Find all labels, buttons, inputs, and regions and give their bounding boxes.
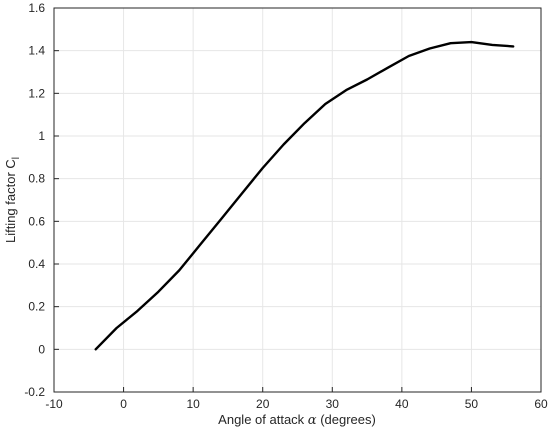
series-line: [94, 40, 515, 351]
y-tick-label: 1: [38, 129, 45, 143]
x-axis-label-symbol: α: [308, 413, 317, 428]
y-tick-label: 0.4: [28, 257, 45, 271]
tick-marks: [53, 7, 542, 393]
x-tick-label: 50: [465, 397, 479, 411]
x-tick-label: 40: [395, 397, 409, 411]
x-tick-labels: -10 0 10 20 30 40 50 60: [45, 397, 548, 411]
y-tick-label: -0.2: [24, 385, 45, 399]
series-layer: [94, 40, 515, 351]
x-axis-label-suffix: (degrees): [317, 412, 376, 427]
y-tick-label: 1.6: [28, 1, 45, 15]
x-axis-label: Angle of attack α (degrees): [218, 412, 376, 428]
y-tick-label: 1.4: [28, 44, 45, 58]
plot-frame: [53, 7, 542, 393]
y-axis-label: Lifting factor Cl: [3, 157, 22, 243]
y-tick-label: 1.2: [28, 86, 45, 100]
x-tick-label: 30: [326, 397, 340, 411]
grid: [53, 7, 542, 393]
y-axis-label-text: Lifting factor C: [3, 159, 18, 243]
x-tick-label: 10: [186, 397, 200, 411]
y-tick-label: 0.2: [28, 300, 45, 314]
x-tick-label: 20: [256, 397, 270, 411]
y-tick-labels: -0.2 0 0.2 0.4 0.6 0.8 1 1.2 1.4 1.6: [24, 1, 45, 399]
x-tick-label: 60: [534, 397, 548, 411]
x-tick-label: 0: [120, 397, 127, 411]
x-axis-label-prefix: Angle of attack: [218, 412, 308, 427]
y-tick-label: 0.6: [28, 214, 45, 228]
y-tick-label: 0.8: [28, 172, 45, 186]
y-axis-label-subscript: l: [11, 157, 22, 159]
x-tick-label: -10: [45, 397, 63, 411]
y-tick-label: 0: [38, 342, 45, 356]
